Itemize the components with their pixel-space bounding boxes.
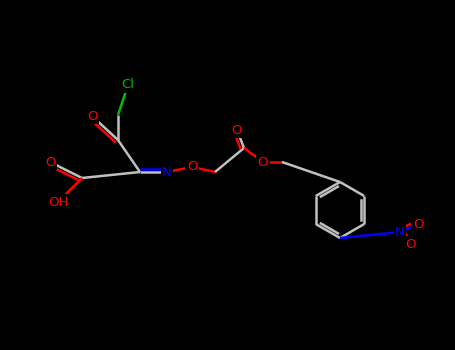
Text: O: O [232,124,242,136]
Text: O: O [187,161,197,174]
Text: OH: OH [48,196,68,209]
Text: O: O [405,238,415,251]
Text: O: O [258,155,268,168]
Text: N: N [395,225,405,238]
Text: O: O [413,217,423,231]
Text: N: N [162,166,172,178]
Text: Cl: Cl [121,78,135,91]
Text: O: O [45,155,55,168]
Text: O: O [87,110,97,122]
